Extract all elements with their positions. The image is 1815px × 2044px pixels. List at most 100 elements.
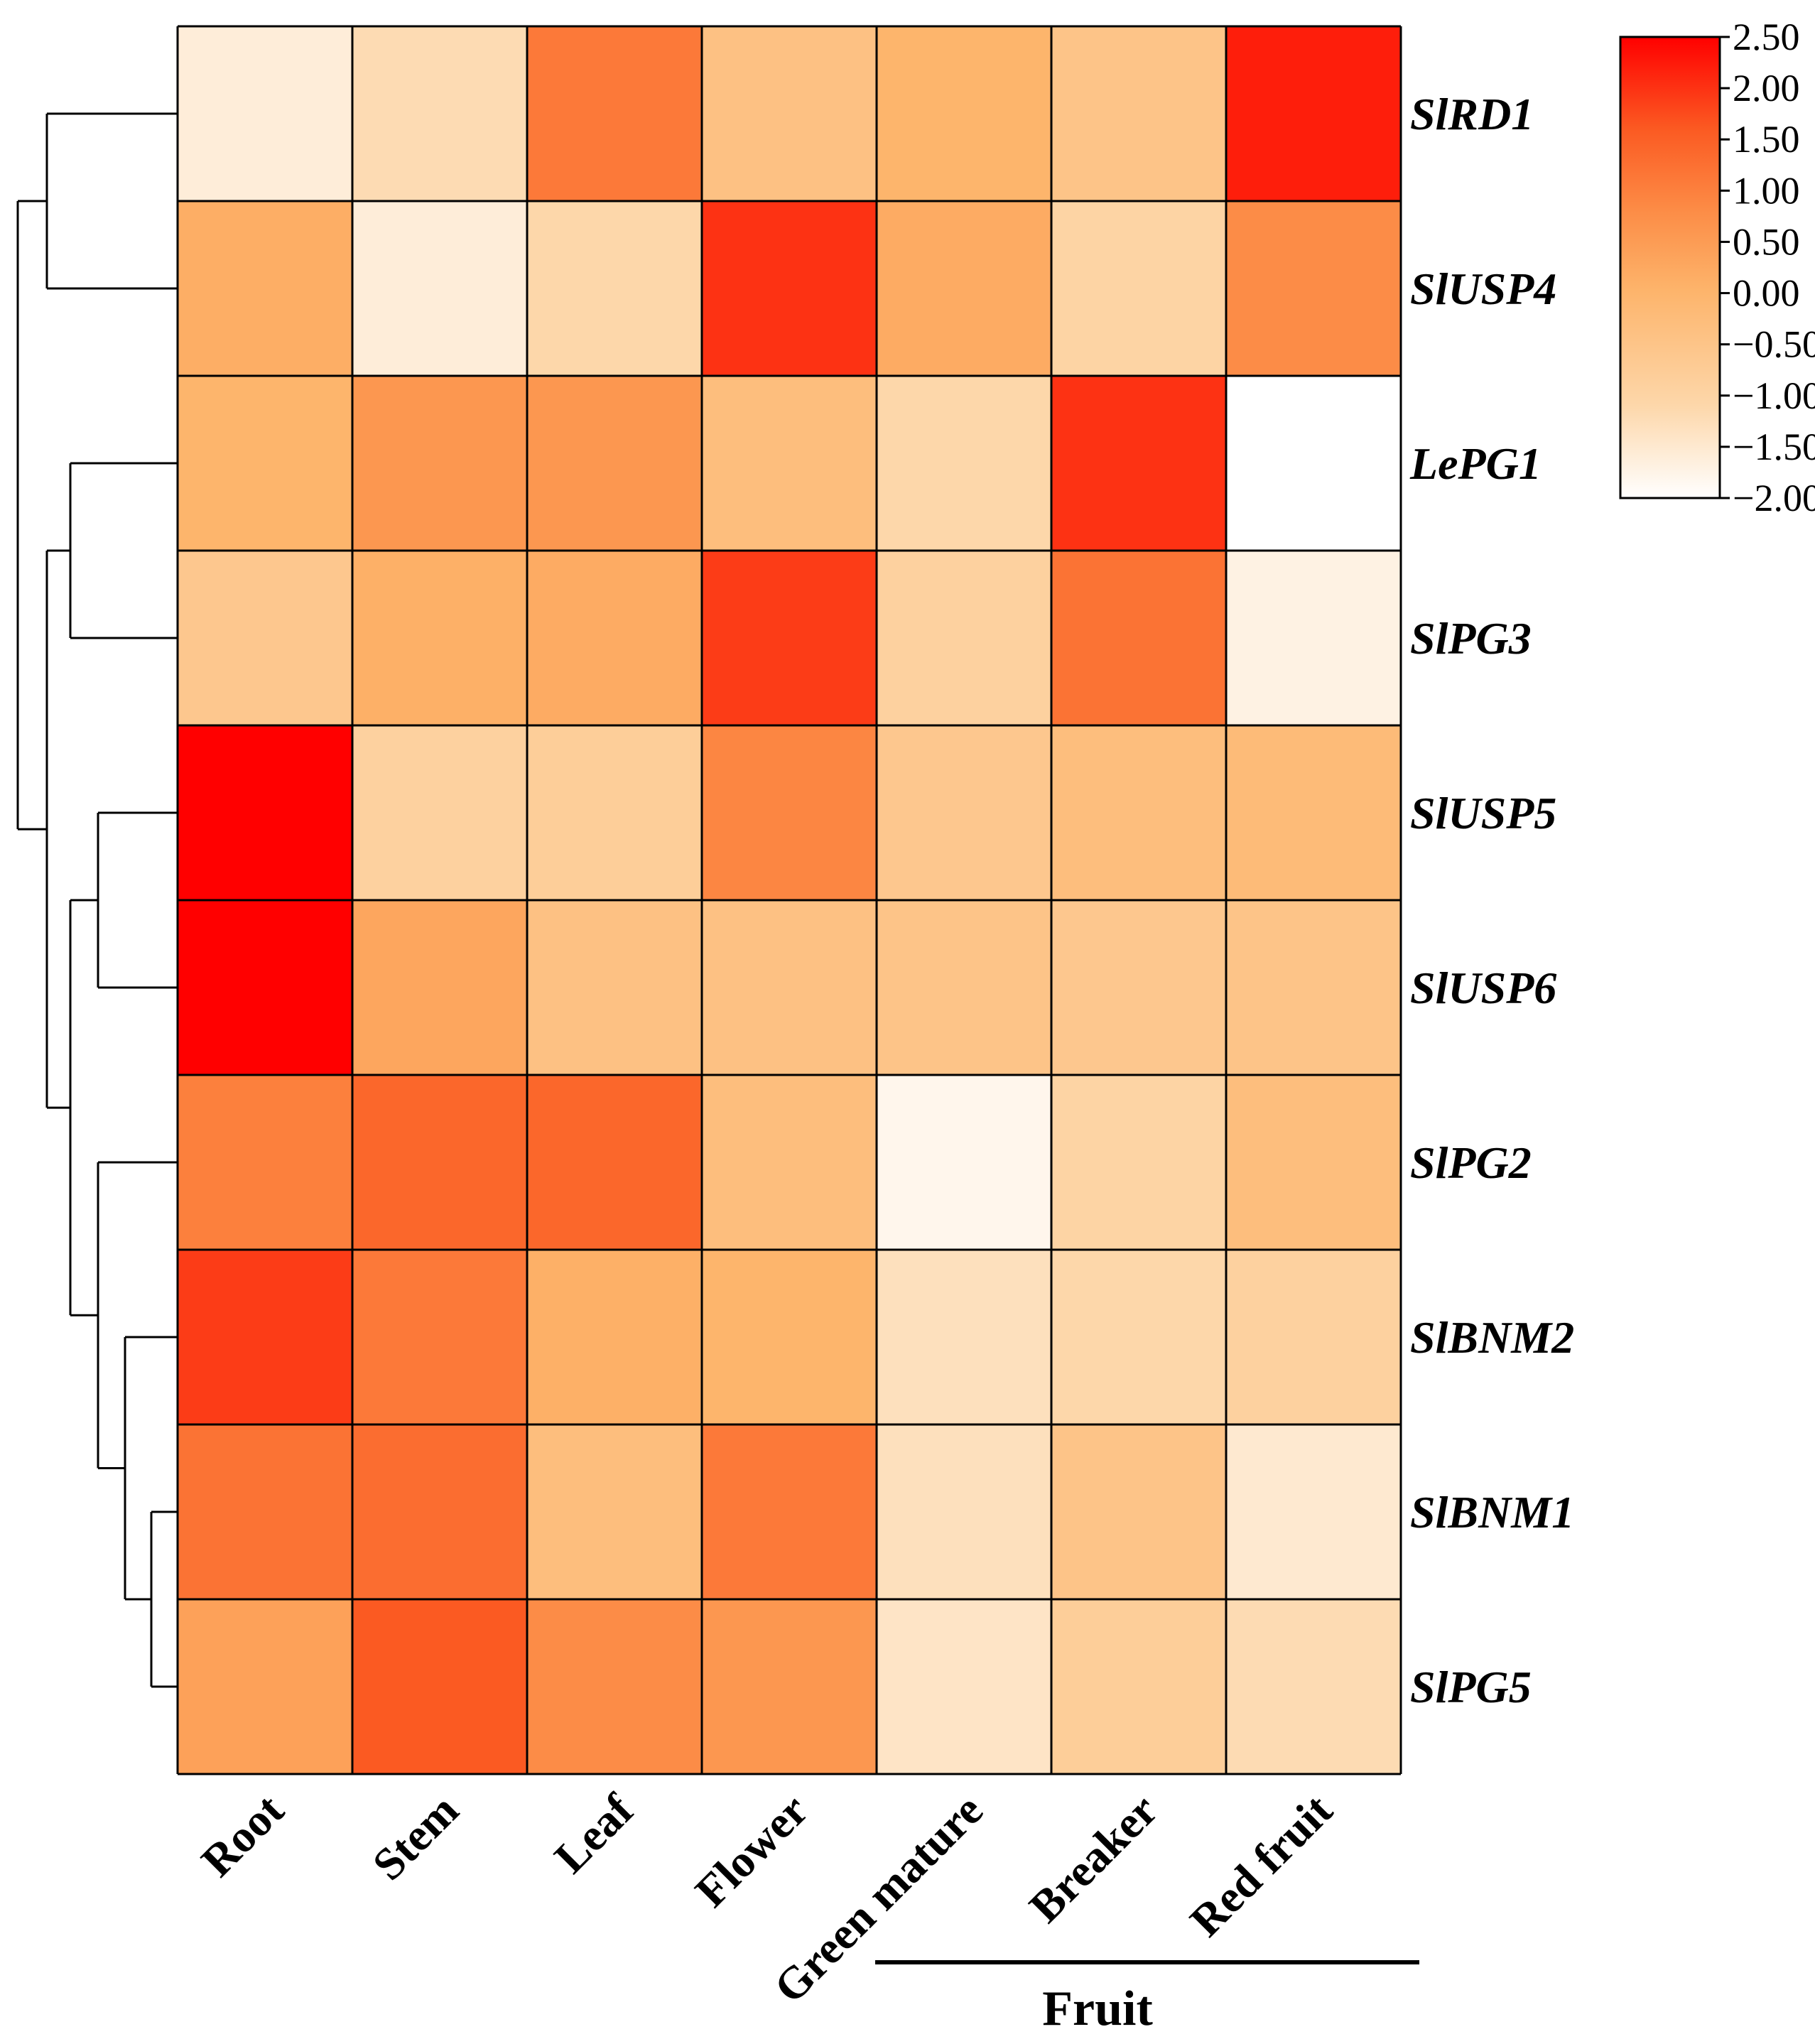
cell-slpg2-flower [702, 1075, 877, 1250]
cell-slusp6-leaf [527, 900, 702, 1075]
colorbar-tick-label: −2.00 [1733, 477, 1815, 519]
col-label-red-fruit: Red fruit [1180, 1784, 1342, 1946]
cell-slrd1-root [178, 26, 352, 201]
col-label-leaf: Leaf [545, 1784, 644, 1883]
dendrogram-link-pg-cluster [45, 549, 70, 1109]
row-dendrogram [16, 112, 178, 1688]
cell-slbnm1-root [178, 1424, 352, 1599]
cell-slpg5-leaf [527, 1599, 702, 1774]
cell-lepg1-leaf [527, 376, 702, 551]
cell-slrd1-green-mature [877, 26, 1051, 201]
cell-slpg5-red-fruit [1226, 1599, 1401, 1774]
cell-slrd1-leaf [527, 26, 702, 201]
cell-slusp4-flower [702, 201, 877, 376]
cell-slpg5-stem [352, 1599, 527, 1774]
cell-slpg2-leaf [527, 1075, 702, 1250]
cell-slusp4-root [178, 201, 352, 376]
colorbar-tick-label: −0.50 [1733, 323, 1815, 366]
dendrogram-link-rd1-usp4 [45, 112, 178, 290]
cell-slpg3-green-mature [877, 551, 1051, 725]
cell-slpg3-red-fruit [1226, 551, 1401, 725]
cell-slusp5-green-mature [877, 725, 1051, 900]
cell-slpg2-root [178, 1075, 352, 1250]
cell-slbnm2-breaker [1051, 1250, 1226, 1424]
cell-lepg1-breaker [1051, 376, 1226, 551]
row-label-slpg2: SlPG2 [1410, 1137, 1532, 1188]
cell-slusp6-stem [352, 900, 527, 1075]
cell-slbnm2-green-mature [877, 1250, 1051, 1424]
cell-slrd1-red-fruit [1226, 26, 1401, 201]
cell-slrd1-stem [352, 26, 527, 201]
colorbar-gradient [1619, 36, 1721, 499]
cell-slbnm1-leaf [527, 1424, 702, 1599]
cell-slbnm1-green-mature [877, 1424, 1051, 1599]
cell-slpg2-breaker [1051, 1075, 1226, 1250]
cell-slusp5-root [178, 725, 352, 900]
colorbar-tick-label: 1.50 [1733, 118, 1800, 161]
cell-slpg5-breaker [1051, 1599, 1226, 1774]
cell-slusp6-flower [702, 900, 877, 1075]
cell-slrd1-flower [702, 26, 877, 201]
colorbar-tick-label: 0.00 [1733, 272, 1800, 315]
dendrogram-link-pg1-pg3 [69, 462, 178, 639]
cell-slbnm2-flower [702, 1250, 877, 1424]
cell-slusp5-stem [352, 725, 527, 900]
colorbar-tick-label: 0.50 [1733, 220, 1800, 263]
colorbar-tick-label: 1.00 [1733, 169, 1800, 212]
cell-lepg1-red-fruit [1226, 376, 1401, 551]
cell-slpg3-flower [702, 551, 877, 725]
colorbar-ticks: 2.50 2.00 1.50 1.00 0.50 0.00 −0.50 −1.00 −1.50 −… [1720, 16, 1815, 519]
dendrogram-link-pg2-group [97, 1161, 178, 1469]
row-label-slbnm1: SlBNM1 [1410, 1487, 1574, 1537]
cell-slpg3-stem [352, 551, 527, 725]
cell-slbnm2-leaf [527, 1250, 702, 1424]
cell-slusp4-leaf [527, 201, 702, 376]
col-label-breaker: Breaker [1019, 1785, 1167, 1932]
cell-slrd1-breaker [1051, 26, 1226, 201]
cell-slusp5-leaf [527, 725, 702, 900]
row-label-lepg1: LePG1 [1409, 438, 1542, 489]
cell-lepg1-stem [352, 376, 527, 551]
cell-slusp6-root [178, 900, 352, 1075]
heatmap-grid [176, 25, 1402, 1775]
colorbar-tick-label: 2.50 [1733, 16, 1800, 58]
colorbar-tick-label: −1.00 [1733, 374, 1815, 417]
col-label-stem: Stem [363, 1785, 468, 1890]
row-label-slpg5: SlPG5 [1410, 1662, 1532, 1712]
dendrogram-link-bnm1-pg5 [150, 1510, 178, 1688]
cell-slusp5-flower [702, 725, 877, 900]
cell-slbnm1-flower [702, 1424, 877, 1599]
cell-lepg1-flower [702, 376, 877, 551]
cell-lepg1-green-mature [877, 376, 1051, 551]
cell-slpg2-red-fruit [1226, 1075, 1401, 1250]
fruit-group: Fruit [875, 1960, 1419, 2036]
cell-slbnm2-root [178, 1250, 352, 1424]
row-label-slpg3: SlPG3 [1410, 613, 1532, 664]
cell-slusp4-breaker [1051, 201, 1226, 376]
colorbar: 2.50 2.00 1.50 1.00 0.50 0.00 −0.50 −1.00 −1.50 −… [1619, 16, 1815, 519]
cell-slpg5-flower [702, 1599, 877, 1774]
col-label-flower: Flower [686, 1785, 818, 1917]
row-label-slrd1: SlRD1 [1410, 89, 1534, 139]
cell-slpg3-root [178, 551, 352, 725]
cell-slpg3-breaker [1051, 551, 1226, 725]
cell-slpg5-green-mature [877, 1599, 1051, 1774]
cell-slbnm1-breaker [1051, 1424, 1226, 1599]
cell-slusp5-red-fruit [1226, 725, 1401, 900]
cell-slbnm2-red-fruit [1226, 1250, 1401, 1424]
cell-slusp6-green-mature [877, 900, 1051, 1075]
dendrogram-link-usp-pg-group [69, 899, 98, 1316]
row-label-slusp6: SlUSP6 [1410, 963, 1556, 1013]
cell-slusp6-breaker [1051, 900, 1226, 1075]
col-label-root: Root [192, 1784, 294, 1886]
row-label-slbnm2: SlBNM2 [1410, 1312, 1574, 1363]
colorbar-tick-label: −1.50 [1733, 426, 1815, 468]
cell-slusp5-breaker [1051, 725, 1226, 900]
cell-slpg5-root [178, 1599, 352, 1774]
dendrogram-link-usp5-usp6 [97, 811, 178, 989]
row-labels: SlRD1 SlUSP4 LePG1 SlPG3 SlUSP5 SlUSP6 SlPG2 Sl… [1409, 89, 1574, 1712]
fruit-group-label: Fruit [1042, 1981, 1153, 2036]
cell-slpg3-leaf [527, 551, 702, 725]
